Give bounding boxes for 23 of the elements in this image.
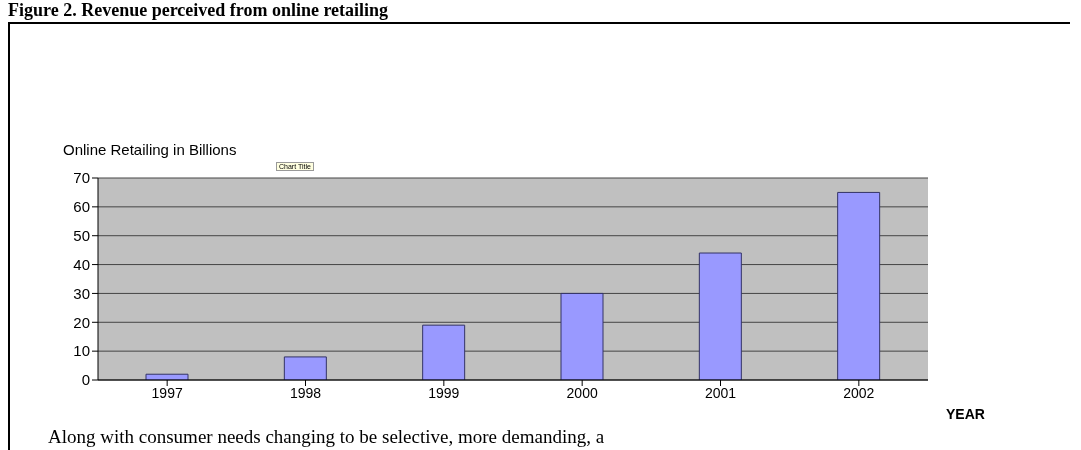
x-tick-label: 1999 — [428, 384, 460, 401]
text: Along with consumer needs changing to be selective, more demanding, a — [48, 426, 605, 448]
y-tick-label: 0 — [81, 371, 90, 389]
bar — [560, 292, 604, 380]
y-tick-label: 40 — [73, 255, 90, 273]
bar — [837, 191, 881, 380]
x-tick-label: 2001 — [704, 384, 737, 401]
chart-subtitle: Figure 2. Revenue perceived from online retailing — [8, 0, 389, 21]
y-tick-label: 30 — [73, 284, 90, 302]
y-tick-label: 50 — [73, 227, 90, 245]
bar — [283, 356, 327, 380]
x-axis-title: YEAR — [946, 406, 985, 422]
y-tick-label: 70 — [73, 169, 90, 187]
y-tick-label: 20 — [73, 313, 90, 331]
x-tick-label: 2000 — [566, 384, 598, 401]
bar — [698, 252, 742, 380]
chart-title: Online Retailing in Billions — [63, 141, 237, 158]
y-tick-label: 10 — [73, 342, 90, 360]
x-tick-label: 1998 — [289, 384, 322, 401]
x-tick-label: 1997 — [151, 384, 183, 401]
y-tick-label: 60 — [73, 198, 90, 216]
bar — [422, 324, 466, 380]
x-tick-label: 2002 — [843, 384, 875, 401]
